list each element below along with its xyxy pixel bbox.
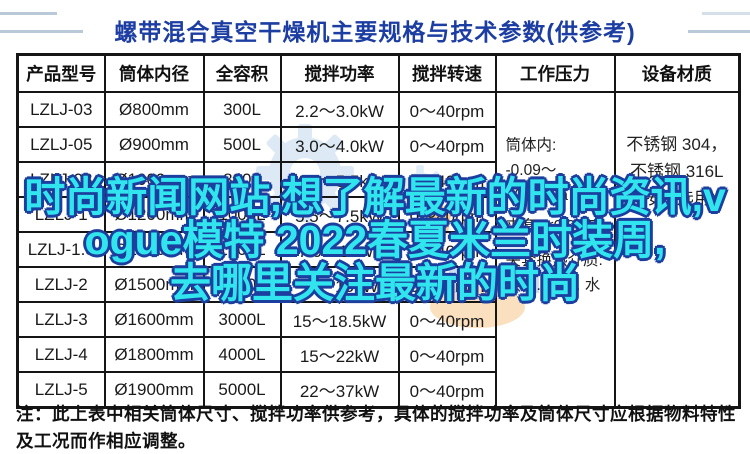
cell-power: 2.2～3.0kW bbox=[279, 91, 400, 128]
title-flank-line-right-bottom bbox=[688, 30, 750, 33]
cell-model: LZLJ-5 bbox=[16, 371, 106, 409]
cell-volume: 800L bbox=[202, 161, 282, 198]
spec-table-wrap: 产品型号 筒体内径 全容积 搅拌功率 搅拌转速 工作压力 设备材质 LZLJ-0… bbox=[16, 53, 741, 409]
cell-speed: 0～40rpm bbox=[397, 231, 497, 268]
cell-volume: 1500L bbox=[202, 231, 282, 268]
pressure-line: -0.09～+0.1MPa bbox=[505, 162, 568, 204]
page-title: 螺带混合真空干燥机主要规格与技术参数(供参考) bbox=[114, 19, 636, 45]
pressure-line: 筒体内: bbox=[505, 137, 557, 154]
footnote: 注：此上表中相关筒体尺寸、搅拌功率供参考，具体的搅拌功率及筒体尺寸应根据物料特性… bbox=[16, 404, 736, 451]
cell-material: 不锈钢 304， 不锈钢 316L (按需选用) bbox=[613, 91, 741, 409]
cell-model: LZLJ-1 bbox=[16, 196, 106, 233]
cell-diameter: Ø800mm bbox=[103, 91, 205, 128]
cell-power: 4.0～5.5kW bbox=[279, 161, 400, 198]
header-speed: 搅拌转速 bbox=[397, 53, 497, 93]
cell-model: LZLJ-05 bbox=[16, 126, 106, 163]
cell-power: 11～15kW bbox=[279, 266, 400, 303]
cell-diameter: Ø900mm bbox=[103, 126, 205, 163]
material-line: 不锈钢 304， bbox=[626, 135, 728, 154]
pressure-line: 蒸汽. 热水. 水 bbox=[505, 277, 601, 294]
watermark-line: 时尚新闻网站,想了解最新的时尚资讯,v bbox=[24, 174, 726, 220]
pressure-line: 夹套换热介质: bbox=[505, 252, 603, 269]
cell-speed: 0～40rpm bbox=[397, 161, 497, 198]
header-diameter: 筒体内径 bbox=[103, 53, 205, 93]
cell-model: LZLJ-1.5 bbox=[16, 231, 106, 268]
table-row: LZLJ-05 Ø900mm 500L 3.0～4.0kW 0～40rpm bbox=[16, 126, 740, 163]
header-volume: 全容积 bbox=[202, 53, 282, 93]
cell-volume: 1000L bbox=[202, 196, 282, 233]
material-line: 不锈钢 316L bbox=[629, 162, 724, 181]
cell-speed: 0～40rpm bbox=[397, 126, 497, 163]
cell-speed: 0～40rpm bbox=[397, 266, 497, 303]
cell-power: 3.0～4.0kW bbox=[279, 126, 400, 163]
header-pressure: 工作压力 bbox=[494, 53, 616, 93]
cell-diameter: Ø1000mm bbox=[103, 161, 205, 198]
header-model: 产品型号 bbox=[16, 53, 106, 93]
cell-diameter: Ø1500mm bbox=[103, 266, 205, 303]
cell-model: LZLJ-2 bbox=[16, 266, 106, 303]
cell-volume: 2000L bbox=[202, 266, 282, 303]
table-row: LZLJ-2 Ø1500mm 2000L 11～15kW 0～40rpm bbox=[16, 266, 740, 303]
cell-speed: 0～40rpm bbox=[397, 91, 497, 128]
cell-power: 15～22kW bbox=[279, 336, 400, 373]
cell-speed: 0～40rpm bbox=[397, 301, 497, 338]
cell-model: LZLJ-3 bbox=[16, 301, 106, 338]
cell-speed: 0～40rpm bbox=[397, 371, 497, 409]
title-flank-line-right-top bbox=[702, 12, 750, 15]
cell-diameter: Ø1400mm bbox=[103, 231, 205, 268]
title-flank-line-left-bottom bbox=[0, 30, 83, 33]
title-flank-line-left-top bbox=[0, 12, 57, 15]
watermark-line: ogue模特 2022春夏米兰时装周, bbox=[84, 217, 666, 263]
cell-model: LZLJ-08 bbox=[16, 161, 106, 198]
table-row: LZLJ-03 Ø800mm 300L 2.2～3.0kW 0～40rpm 筒体… bbox=[16, 91, 741, 409]
cell-working-pressure: 筒体内: -0.09～+0.1MPa 夹套: ≤0.3MPa 夹套换热介质: 蒸… bbox=[494, 91, 616, 409]
cell-power: 22～37kW bbox=[279, 371, 400, 409]
cell-model: LZLJ-03 bbox=[16, 91, 106, 128]
cell-power: 7.5～11kW bbox=[279, 231, 400, 268]
table-row: LZLJ-1 Ø1200mm 1000L 5.5～7.5kW 0～40rpm bbox=[16, 196, 740, 233]
header-material: 设备材质 bbox=[613, 53, 741, 93]
cell-power: 5.5～7.5kW bbox=[279, 196, 400, 233]
table-header-row: 产品型号 筒体内径 全容积 搅拌功率 搅拌转速 工作压力 设备材质 bbox=[16, 53, 741, 93]
table-row: LZLJ-4 Ø1800mm 4000L 15～22kW 0～40rpm bbox=[16, 336, 740, 373]
cell-volume: 3000L bbox=[202, 301, 282, 338]
table-row: LZLJ-1.5 Ø1400mm 1500L 7.5～11kW 0～40rpm bbox=[16, 231, 740, 268]
cell-volume: 4000L bbox=[202, 336, 282, 373]
cell-volume: 300L bbox=[202, 91, 282, 128]
cell-speed: 0～40rpm bbox=[397, 196, 497, 233]
pressure-line: 夹套: ≤0.3MPa bbox=[505, 218, 608, 235]
table-row: LZLJ-3 Ø1600mm 3000L 15～18.5kW 0～40rpm bbox=[16, 301, 740, 338]
cell-volume: 5000L bbox=[202, 371, 282, 409]
spec-table: 产品型号 筒体内径 全容积 搅拌功率 搅拌转速 工作压力 设备材质 LZLJ-0… bbox=[16, 53, 741, 409]
cell-speed: 0～40rpm bbox=[397, 336, 497, 373]
material-line: (按需选用) bbox=[637, 189, 717, 208]
cell-power: 15～18.5kW bbox=[279, 301, 400, 338]
cell-diameter: Ø1800mm bbox=[103, 336, 205, 373]
cell-model: LZLJ-4 bbox=[16, 336, 106, 373]
watermark-line: 去哪里关注最新的时尚 bbox=[170, 260, 580, 306]
table-row: LZLJ-5 Ø1900mm 5000L 22～37kW 0～40rpm bbox=[16, 371, 740, 409]
cell-diameter: Ø1900mm bbox=[103, 371, 205, 409]
watermark-text: 时尚新闻网站,想了解最新的时尚资讯,v ogue模特 2022春夏米兰时装周, … bbox=[24, 176, 726, 305]
cell-volume: 500L bbox=[202, 126, 282, 163]
table-row: LZLJ-08 Ø1000mm 800L 4.0～5.5kW 0～40rpm bbox=[16, 161, 740, 198]
header-power: 搅拌功率 bbox=[279, 53, 400, 93]
cell-diameter: Ø1600mm bbox=[103, 301, 205, 338]
cell-diameter: Ø1200mm bbox=[103, 196, 205, 233]
